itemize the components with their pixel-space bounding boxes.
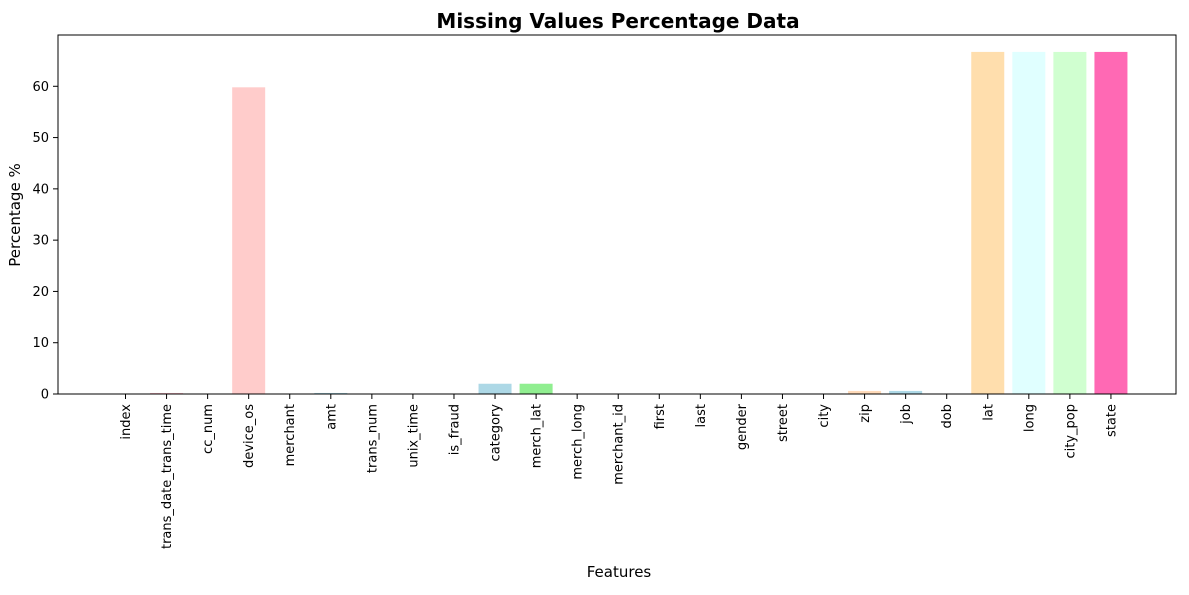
bar-trans_date_trans_time (150, 392, 184, 394)
x-tick-label: category (489, 404, 504, 462)
x-tick-label: lat (981, 404, 996, 421)
x-tick-label: street (776, 404, 791, 442)
x-tick-label: cc_num (201, 404, 216, 454)
x-tick-label: merchant (283, 404, 298, 466)
bar-category (478, 383, 512, 394)
chart-title: Missing Values Percentage Data (436, 9, 799, 33)
x-tick-label: index (119, 404, 134, 440)
x-tick-label: merchant_id (612, 404, 627, 485)
bar-state (1094, 51, 1128, 395)
y-tick-label: 20 (32, 285, 49, 300)
bar-city_pop (1053, 51, 1087, 395)
y-tick-label: 50 (32, 131, 49, 146)
x-tick-label: city (817, 404, 832, 428)
y-tick-label: 40 (32, 182, 49, 197)
y-tick-label: 0 (41, 388, 49, 403)
x-tick-label: job (899, 404, 914, 425)
x-tick-label: merch_lat (530, 404, 545, 468)
x-tick-label: last (694, 404, 709, 427)
bar-zip (848, 390, 882, 394)
x-tick-label: dob (940, 404, 955, 428)
x-tick-label: is_fraud (447, 404, 462, 455)
y-tick-label: 10 (32, 336, 49, 351)
bar-job (889, 390, 923, 394)
x-tick-label: trans_date_trans_time (160, 404, 175, 549)
y-axis-label: Percentage % (6, 163, 24, 266)
x-tick-label: trans_num (365, 404, 380, 473)
x-tick-label: device_os (242, 404, 257, 468)
x-tick-label: merch_long (571, 404, 586, 480)
bar-device_os (232, 87, 266, 394)
x-tick-label: long (1022, 404, 1037, 432)
x-axis-label: Features (587, 563, 652, 581)
bar-long (1012, 51, 1046, 395)
x-tick-label: zip (858, 404, 873, 423)
plot-frame (57, 34, 1177, 395)
bar-amt (314, 392, 348, 394)
x-tick-label: amt (324, 404, 339, 430)
x-tick-label: city_pop (1063, 404, 1078, 459)
plot-area: 0 10 20 30 40 50 60 index trans_date_trans_time c… (32, 34, 1177, 549)
bar-lat (971, 51, 1005, 395)
x-tick-label: gender (735, 403, 750, 450)
y-tick-label: 30 (32, 234, 49, 249)
y-tick-label: 60 (32, 80, 49, 95)
x-tick-label: unix_time (406, 404, 421, 468)
x-tick-label: first (653, 404, 668, 429)
x-tick-label: state (1104, 404, 1119, 437)
bar-merch_lat (519, 383, 553, 394)
